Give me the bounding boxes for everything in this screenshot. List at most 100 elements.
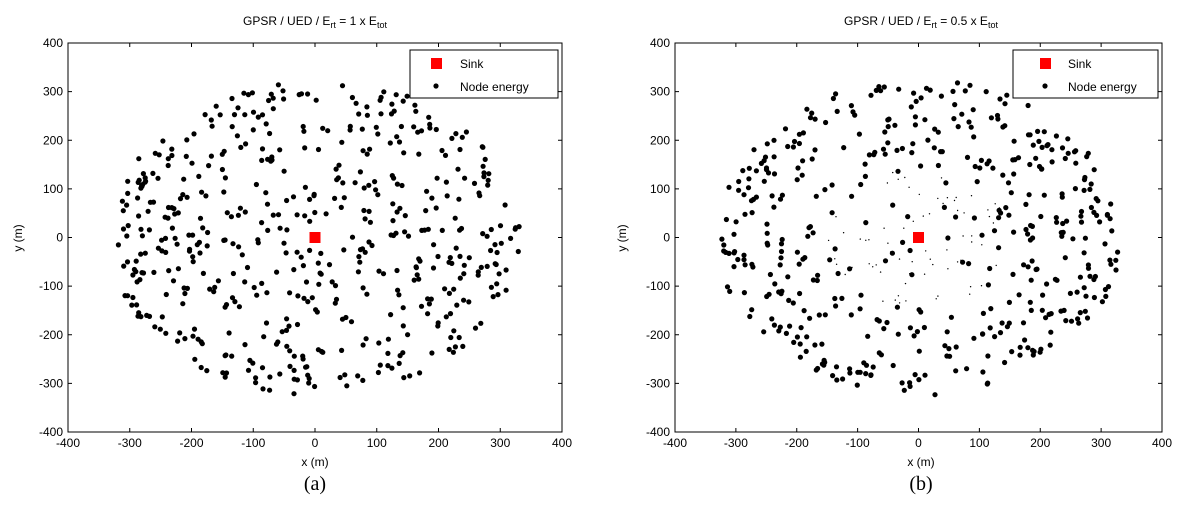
node-point	[291, 353, 297, 359]
node-point	[275, 82, 281, 88]
node-point	[1076, 320, 1082, 326]
node-point	[968, 124, 974, 130]
node-point	[245, 92, 251, 98]
x-tick-label: 100	[969, 436, 989, 450]
node-point	[790, 144, 797, 150]
node-point	[745, 185, 752, 191]
node-point	[353, 100, 359, 106]
node-point	[863, 371, 869, 377]
node-point	[152, 324, 158, 330]
node-point	[177, 330, 183, 336]
node-point	[1039, 307, 1045, 313]
node-point	[1025, 102, 1031, 109]
node-point	[807, 315, 813, 321]
node-point	[172, 235, 178, 241]
node-point	[816, 312, 822, 318]
node-point	[417, 370, 423, 376]
node-point	[320, 125, 326, 131]
node-point	[897, 178, 899, 180]
node-point	[236, 244, 242, 250]
chart-title: GPSR / UED / Ert = 0.5 x Etot	[844, 14, 998, 30]
node-point	[312, 383, 318, 390]
node-point	[342, 372, 348, 378]
node-point	[923, 273, 926, 275]
node-point	[939, 149, 945, 155]
node-point	[953, 344, 959, 350]
node-point	[364, 291, 370, 297]
node-point	[301, 128, 307, 134]
node-point	[446, 259, 452, 265]
node-point	[305, 299, 311, 305]
node-point	[478, 320, 484, 326]
node-point	[849, 193, 855, 199]
node-point	[897, 295, 900, 297]
node-point	[1043, 315, 1049, 321]
node-point	[848, 312, 854, 318]
node-point	[1064, 218, 1070, 224]
node-point	[854, 382, 860, 388]
node-point	[871, 152, 877, 158]
node-point	[731, 231, 737, 237]
node-point	[229, 95, 235, 102]
node-point	[1088, 204, 1094, 211]
node-point	[985, 353, 991, 359]
node-point	[834, 108, 840, 114]
node-point	[894, 147, 900, 153]
node-point	[169, 152, 175, 159]
node-point	[138, 251, 144, 257]
node-point	[197, 215, 204, 221]
node-point	[947, 268, 949, 270]
legend-box	[1012, 49, 1159, 99]
node-point	[847, 266, 853, 272]
node-point	[994, 112, 1001, 119]
node-point	[1038, 213, 1044, 220]
legend: Sink Node energy	[1012, 49, 1159, 99]
node-point	[1030, 142, 1036, 148]
node-point	[344, 383, 350, 389]
node-point	[991, 228, 998, 234]
node-point	[980, 331, 986, 337]
node-point	[796, 131, 803, 137]
y-tick-label: 100	[650, 182, 670, 196]
node-point	[184, 285, 190, 291]
node-point	[146, 313, 153, 319]
node-point	[220, 370, 226, 376]
node-point	[776, 328, 782, 334]
node-point	[910, 141, 916, 147]
node-point	[740, 168, 746, 174]
node-point	[207, 286, 213, 292]
node-point	[771, 154, 777, 160]
node-point	[277, 225, 283, 231]
node-point	[303, 364, 309, 370]
node-point	[983, 89, 989, 95]
node-point	[155, 175, 161, 181]
node-point	[319, 348, 325, 355]
node-point	[315, 260, 321, 266]
node-point	[1037, 349, 1043, 355]
node-point	[250, 127, 256, 133]
node-point	[842, 232, 845, 234]
node-point	[777, 196, 784, 202]
node-point	[1049, 147, 1055, 153]
node-point	[866, 152, 873, 158]
node-point	[160, 138, 166, 144]
node-point	[749, 307, 755, 313]
node-point	[385, 336, 391, 342]
node-point	[935, 129, 941, 135]
node-point	[970, 107, 976, 113]
node-point	[880, 146, 887, 152]
node-point	[427, 121, 433, 127]
node-point	[889, 251, 892, 253]
node-point	[264, 290, 270, 296]
node-point	[972, 163, 978, 170]
node-point	[435, 323, 441, 329]
node-point	[1003, 205, 1009, 211]
node-point	[471, 180, 478, 186]
node-point	[885, 117, 891, 123]
node-point	[222, 353, 228, 359]
node-point	[488, 284, 494, 290]
sink-marker	[913, 232, 924, 243]
node-point	[389, 101, 395, 107]
node-point	[307, 247, 313, 253]
node-point	[844, 273, 846, 276]
